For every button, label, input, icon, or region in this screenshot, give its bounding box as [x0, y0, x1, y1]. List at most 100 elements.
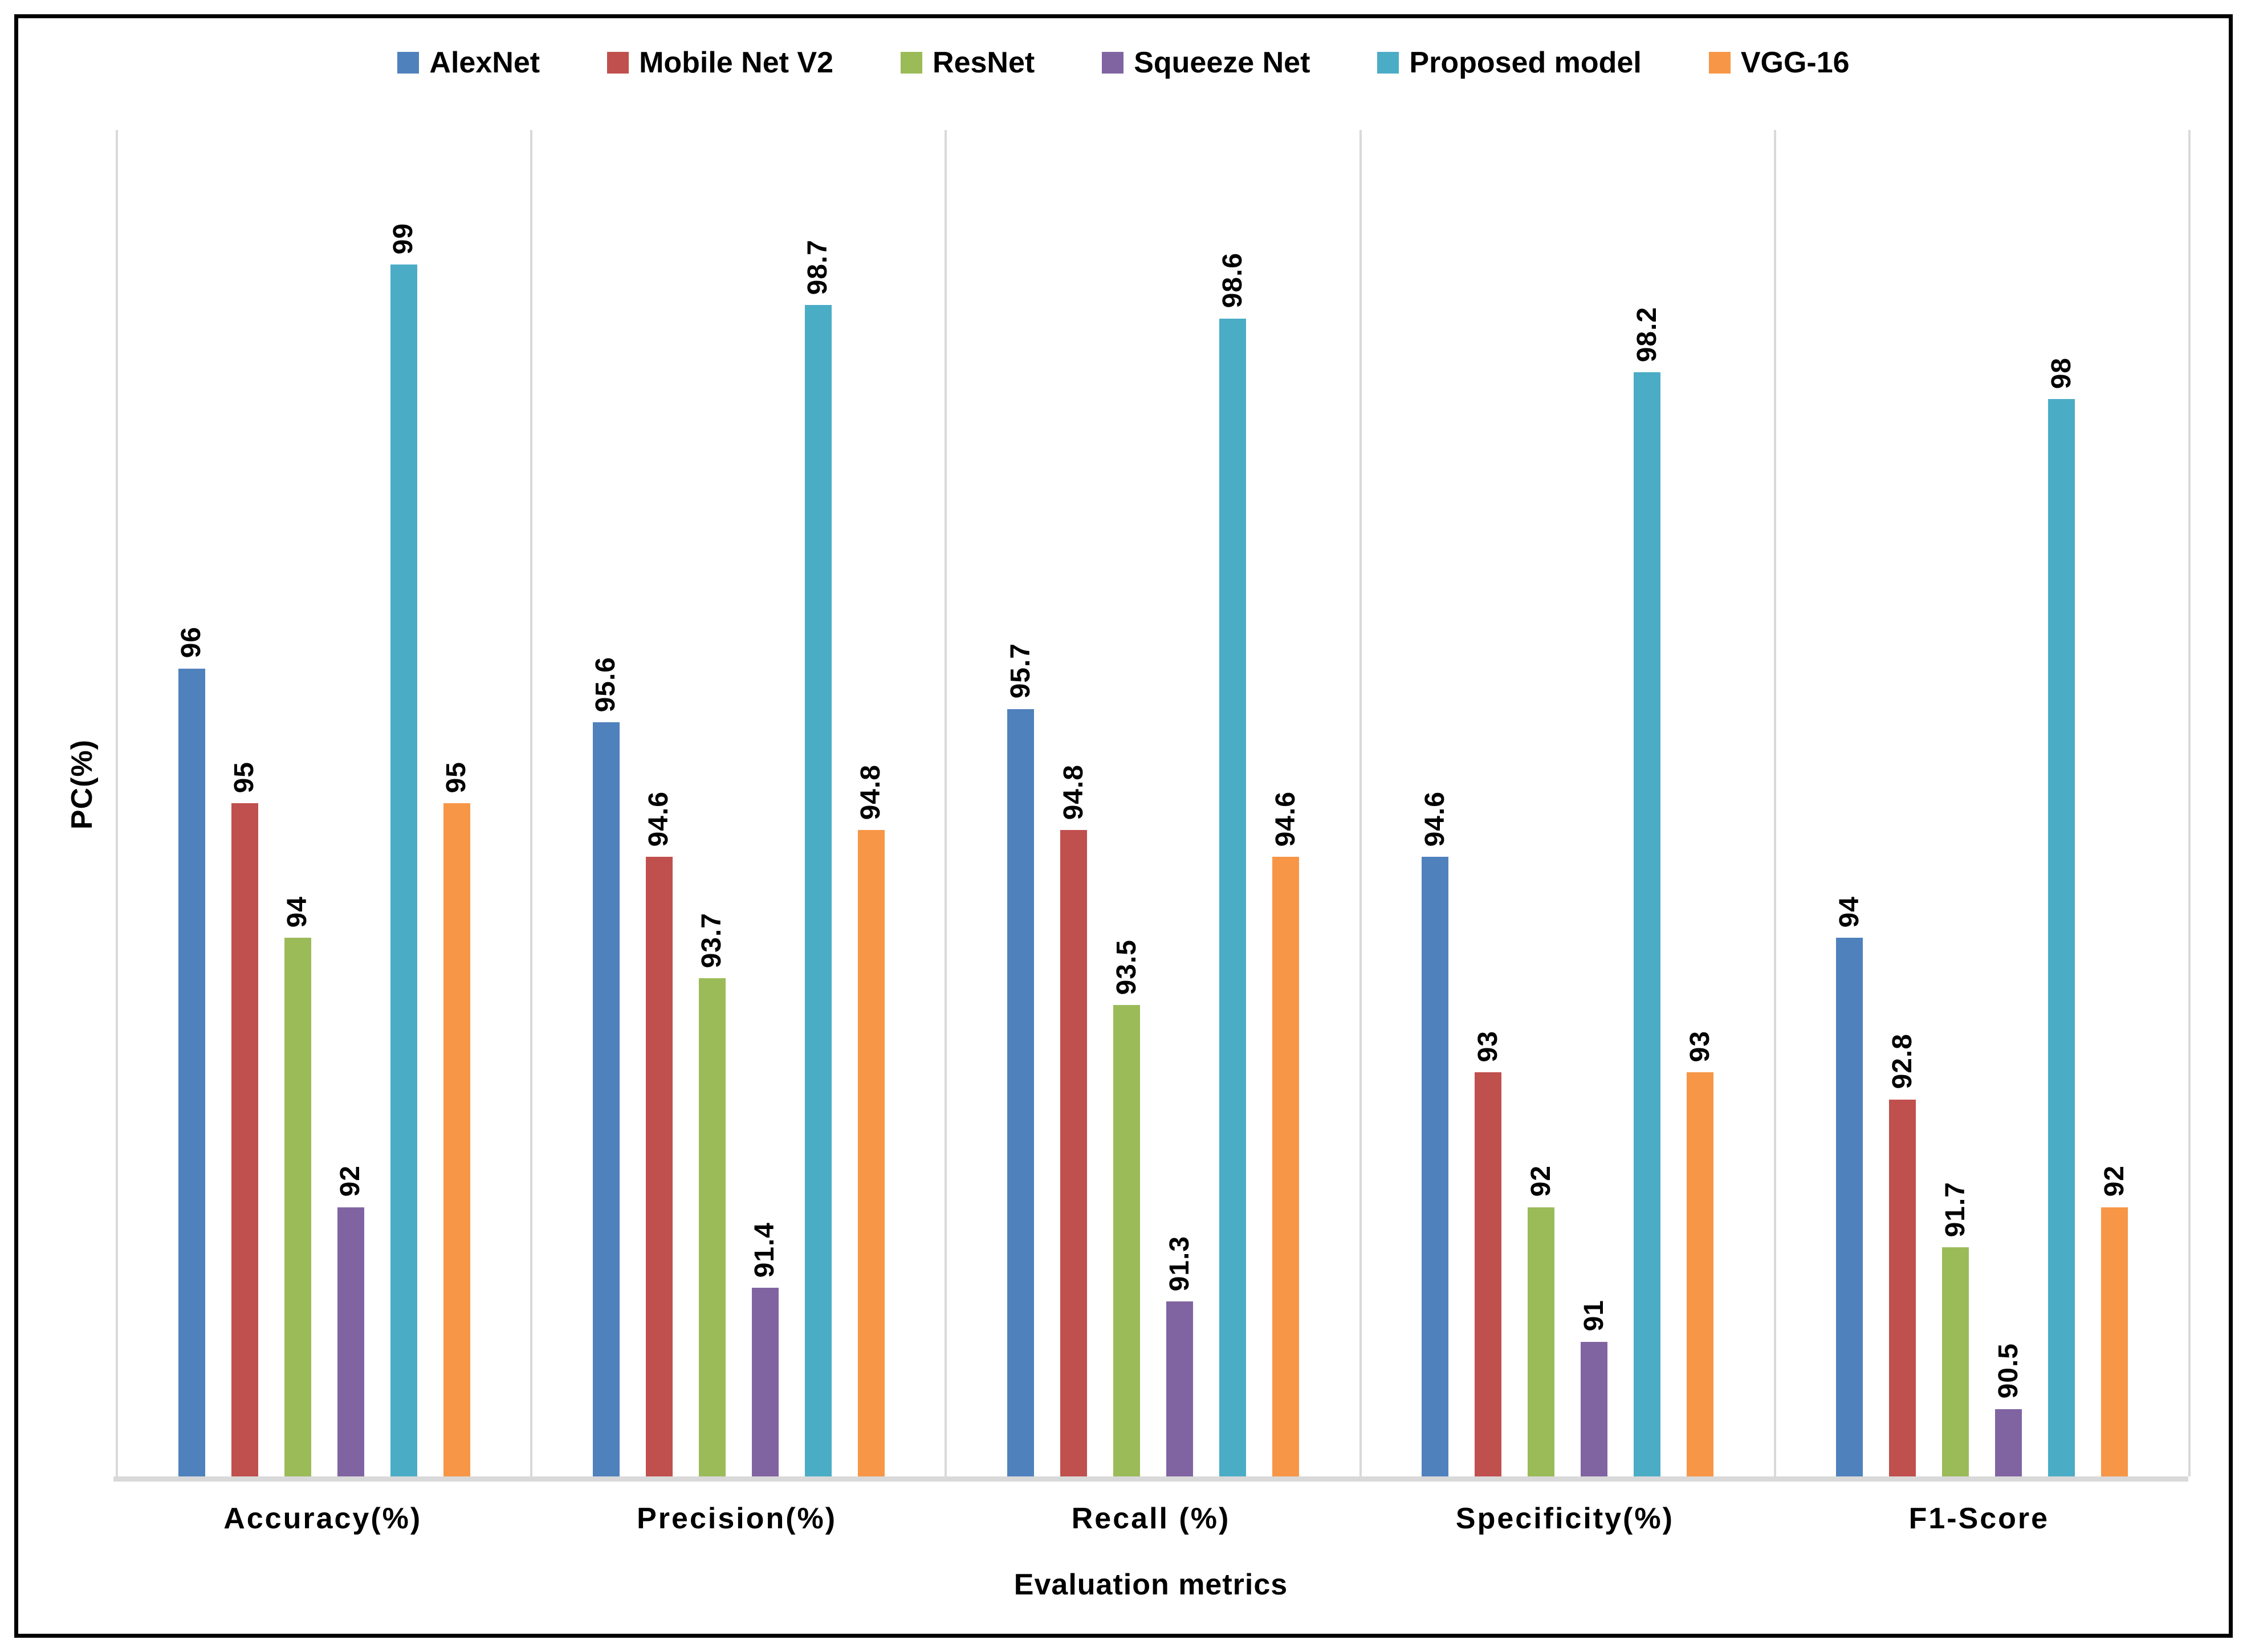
bar [337, 1207, 364, 1476]
legend-item: Squeeze Net [1102, 46, 1310, 80]
legend-swatch [1102, 52, 1124, 74]
bar [2048, 399, 2075, 1476]
legend-label: AlexNet [429, 46, 540, 79]
bar-value-label: 95.6 [591, 656, 621, 713]
bar [443, 803, 470, 1476]
bar-column: 99 [388, 130, 419, 1476]
bar [1581, 1341, 1608, 1476]
bar-value-label: 93.7 [697, 912, 727, 969]
category-group: 95.7 94.8 93.5 91.3 98.6 94.6 [947, 130, 1362, 1476]
bar [1995, 1409, 2022, 1476]
bar-column: 94.8 [856, 130, 886, 1476]
bar-column: 95 [229, 130, 260, 1476]
legend-label: Proposed model [1409, 46, 1642, 79]
category-label: Specificity(%) [1455, 1502, 1674, 1535]
bar-column: 92 [2099, 130, 2130, 1476]
bar-column: 92 [335, 130, 366, 1476]
bar [1889, 1099, 1916, 1476]
bar [231, 803, 258, 1476]
bar [1836, 938, 1863, 1476]
bar [1475, 1072, 1502, 1476]
bar [2101, 1207, 2128, 1476]
bar [698, 978, 726, 1476]
bar [1219, 318, 1246, 1476]
category-label: Precision(%) [637, 1502, 837, 1535]
bar-value-label: 93 [1684, 1031, 1715, 1063]
bar-column: 93 [1684, 130, 1715, 1476]
legend-swatch [607, 52, 629, 74]
bar-value-label: 90.5 [1993, 1343, 2024, 1399]
bar-column: 91.3 [1164, 130, 1195, 1476]
category-label: F1-Score [1908, 1502, 2050, 1535]
plot-area: 96 95 94 92 99 95 95.6 94.6 93.7 91.4 98.7 94.8 95.7… [116, 130, 2191, 1476]
bar-column: 91 [1579, 130, 1609, 1476]
bar [284, 938, 311, 1476]
bar-value-label: 92 [2099, 1165, 2130, 1197]
bar-column: 95 [441, 130, 472, 1476]
category-group: 96 95 94 92 99 95 [118, 130, 533, 1476]
bar-value-label: 95 [441, 761, 472, 793]
legend: AlexNet Mobile Net V2 ResNet Squeeze Net Pro… [18, 46, 2229, 80]
bar-column: 94.6 [1420, 130, 1450, 1476]
bar [1422, 857, 1449, 1476]
bar-value-label: 92 [335, 1165, 366, 1197]
bar-value-label: 94.8 [856, 764, 886, 820]
bar-column: 94 [1834, 130, 1865, 1476]
bar [1007, 709, 1034, 1476]
legend-swatch [901, 52, 923, 74]
bar [1942, 1247, 1969, 1476]
bar [390, 265, 417, 1476]
legend-item: VGG-16 [1708, 46, 1850, 80]
bar-column: 92.8 [1887, 130, 1918, 1476]
legend-label: ResNet [933, 46, 1035, 79]
bar [592, 722, 620, 1476]
bar-value-label: 98.2 [1631, 306, 1662, 363]
legend-swatch [1708, 52, 1731, 74]
category-group: 94.6 93 92 91 98.2 93 [1362, 130, 1776, 1476]
bar [1113, 1005, 1140, 1476]
legend-item: Proposed model [1377, 46, 1642, 80]
bar-column: 90.5 [1993, 130, 2024, 1476]
bar-column: 94.6 [644, 130, 674, 1476]
y-axis-title: PC(%) [66, 739, 99, 830]
bar-value-label: 95 [229, 761, 260, 793]
legend-item: Mobile Net V2 [607, 46, 833, 80]
bar-value-label: 92 [1525, 1165, 1556, 1197]
x-axis-title: Evaluation metrics [1013, 1568, 1288, 1601]
bar-column: 92 [1525, 130, 1556, 1476]
legend-swatch [397, 52, 420, 74]
bar-column: 93 [1473, 130, 1503, 1476]
bar-value-label: 91.7 [1940, 1182, 1971, 1238]
bar [1060, 830, 1087, 1476]
bar [1634, 372, 1661, 1476]
x-axis-line [113, 1476, 2188, 1482]
bar-column: 94.8 [1058, 130, 1089, 1476]
bar-column: 95.6 [591, 130, 621, 1476]
legend-label: Squeeze Net [1134, 46, 1310, 79]
category-label: Recall (%) [1071, 1502, 1231, 1535]
category-axis: Accuracy(%) Precision(%) Recall (%) Specifi… [116, 1502, 2186, 1536]
bar-value-label: 94.8 [1058, 764, 1089, 820]
bar [1166, 1301, 1193, 1476]
chart-frame: AlexNet Mobile Net V2 ResNet Squeeze Net Pro… [14, 14, 2233, 1638]
category-group: 94 92.8 91.7 90.5 98 92 [1776, 130, 2188, 1476]
bar-value-label: 99 [388, 222, 419, 255]
legend-label: Mobile Net V2 [639, 46, 834, 79]
category-label: Accuracy(%) [223, 1502, 422, 1535]
bar [1687, 1072, 1714, 1476]
legend-item: AlexNet [397, 46, 540, 80]
bar-column: 91.4 [750, 130, 780, 1476]
bar-value-label: 91.4 [750, 1222, 780, 1278]
bar-column: 98.2 [1631, 130, 1662, 1476]
bar [857, 830, 885, 1476]
bar-value-label: 91.3 [1164, 1235, 1195, 1291]
bar-value-label: 94 [1834, 896, 1865, 928]
bar-column: 98 [2046, 130, 2077, 1476]
bar-value-label: 94.6 [1270, 791, 1301, 847]
bar-column: 98.6 [1218, 130, 1248, 1476]
y-axis-title-wrap: PC(%) [65, 739, 99, 832]
bar-column: 95.7 [1005, 130, 1036, 1476]
bar-value-label: 95.7 [1005, 643, 1036, 699]
bar-value-label: 94 [282, 896, 313, 928]
